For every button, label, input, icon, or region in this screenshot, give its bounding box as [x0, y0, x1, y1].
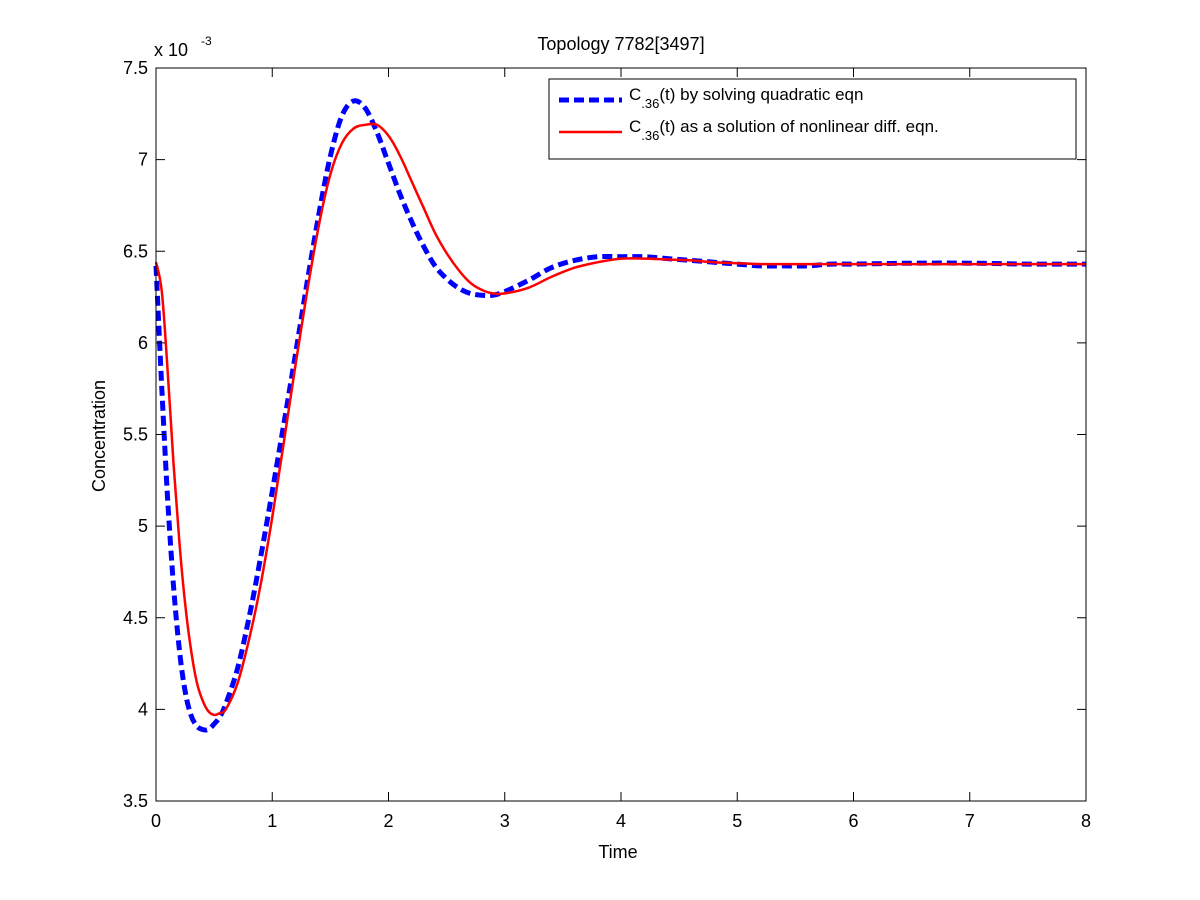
legend-label-2: C.36(t) as a solution of nonlinear diff.…: [629, 117, 939, 143]
y-multiplier: x 10 -3: [154, 34, 212, 60]
y-tick-label: 6.5: [123, 241, 148, 261]
y-multiplier-base: x 10: [154, 40, 188, 60]
y-tick-label: 7: [138, 150, 148, 170]
x-tick-label: 7: [965, 811, 975, 831]
y-tick-label: 3.5: [123, 791, 148, 811]
chart-title: Topology 7782[3497]: [537, 34, 704, 54]
ticks-layer: 0 1 2 3 4 5 6 7 8 3.5 4 4.5 5 5.5 6 6.5 7 7.5: [123, 58, 1091, 831]
legend-entry-1: C.36(t) by solving quadratic eqn: [559, 85, 863, 111]
x-tick-label: 2: [383, 811, 393, 831]
y-tick-label: 4: [138, 699, 148, 719]
x-axis-label: Time: [598, 842, 637, 862]
y-tick-label: 5: [138, 516, 148, 536]
y-tick-label: 7.5: [123, 58, 148, 78]
legend-label-2-rest: (t) as a solution of nonlinear diff. eqn…: [659, 117, 938, 136]
x-tick-label: 1: [267, 811, 277, 831]
y-axis-label: Concentration: [89, 380, 109, 492]
plot-area: [156, 68, 1086, 801]
y-tick-label: 5.5: [123, 425, 148, 445]
legend-box: [548, 78, 1077, 160]
x-tick-label: 5: [732, 811, 742, 831]
y-tick-label: 6: [138, 333, 148, 353]
legend-entry-2: C.36(t) as a solution of nonlinear diff.…: [559, 117, 939, 143]
legend-label-2-sub: .36: [641, 128, 659, 143]
x-tick-label: 0: [151, 811, 161, 831]
y-multiplier-exponent: -3: [201, 34, 212, 48]
legend-label-1-sub: .36: [641, 96, 659, 111]
legend-label-1-rest: (t) by solving quadratic eqn: [659, 85, 863, 104]
legend-label-1: C.36(t) by solving quadratic eqn: [629, 85, 863, 111]
series-line-2: [154, 122, 1086, 717]
x-tick-label: 6: [848, 811, 858, 831]
legend: C.36(t) by solving quadratic eqn C.36(t)…: [548, 78, 1077, 160]
y-tick-label: 4.5: [123, 608, 148, 628]
series-layer: [153, 98, 1087, 733]
legend-label-1-main: C: [629, 85, 641, 104]
legend-label-2-main: C: [629, 117, 641, 136]
x-tick-label: 3: [500, 811, 510, 831]
x-tick-label: 8: [1081, 811, 1091, 831]
x-tick-label: 4: [616, 811, 626, 831]
